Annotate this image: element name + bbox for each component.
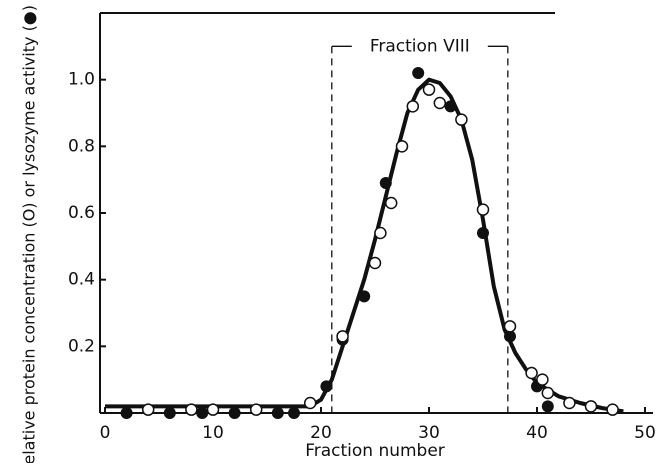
activity-point: [477, 227, 489, 239]
protein-point: [606, 403, 619, 416]
activity-point: [120, 407, 133, 419]
protein-point: [406, 100, 420, 113]
annotation-bg: [351, 35, 488, 58]
activity-point: [541, 400, 554, 413]
activity-point: [196, 407, 209, 419]
annotation: Fraction VIII: [370, 36, 470, 56]
protein-point: [185, 403, 198, 416]
activity-point: [228, 407, 241, 419]
activity-point: [271, 407, 284, 419]
x-tick-label: 10: [202, 423, 224, 443]
x-tick-label: 20: [310, 423, 332, 443]
activity-point: [163, 407, 176, 419]
protein-point: [395, 140, 409, 153]
y-tick-label: 0.4: [68, 270, 95, 290]
x-tick-label: 0: [100, 423, 111, 443]
x-tick-label: 40: [526, 423, 548, 443]
activity-point: [444, 100, 457, 113]
x-axis-label: Fraction number: [305, 441, 445, 461]
y-tick-label: 0.8: [68, 136, 95, 156]
activity-point: [320, 380, 333, 393]
protein-point: [206, 403, 220, 416]
x-tick-label: 30: [418, 423, 440, 443]
protein-point: [384, 196, 398, 210]
protein-point: [476, 203, 490, 216]
protein-point: [536, 373, 549, 386]
protein-point: [455, 113, 468, 126]
protein-point: [422, 83, 436, 96]
protein-point: [368, 256, 382, 270]
protein-point: [584, 400, 598, 413]
y-tick-label: 1.0: [68, 70, 95, 90]
y-tick-label: 0.2: [68, 336, 95, 356]
x-tick-label: 50: [634, 423, 656, 443]
protein-point: [433, 96, 447, 110]
protein-point: [249, 403, 263, 416]
fit-curve: [105, 77, 624, 414]
protein-point: [303, 396, 317, 410]
activity-point: [288, 407, 300, 419]
protein-point: [141, 403, 155, 416]
y-axis-label: Relative protein concentration (O) or ly…: [20, 5, 39, 463]
protein-point: [336, 330, 349, 343]
activity-point: [504, 330, 516, 343]
activity-point: [358, 290, 371, 303]
protein-point: [503, 320, 517, 333]
activity-point: [379, 177, 392, 189]
protein-point: [541, 386, 555, 400]
protein-point: [374, 226, 387, 240]
y-tick-label: 0.6: [68, 203, 95, 223]
activity-point: [412, 67, 425, 79]
protein-point: [525, 366, 538, 380]
protein-point: [563, 396, 576, 410]
